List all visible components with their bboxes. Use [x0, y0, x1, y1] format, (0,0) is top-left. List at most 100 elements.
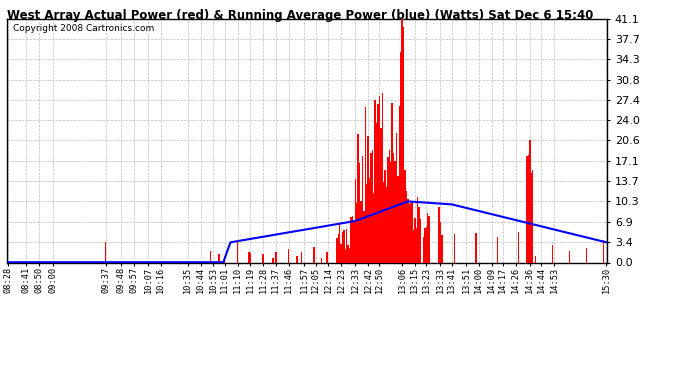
Bar: [390, 162, 391, 262]
Bar: [297, 256, 298, 262]
Bar: [388, 150, 390, 262]
Bar: [386, 186, 387, 262]
Bar: [424, 228, 426, 262]
Bar: [326, 252, 328, 262]
Bar: [404, 170, 406, 262]
Bar: [372, 150, 373, 262]
Bar: [413, 230, 414, 262]
Bar: [603, 240, 604, 262]
Bar: [375, 100, 376, 262]
Bar: [552, 245, 553, 262]
Bar: [399, 106, 400, 262]
Bar: [531, 172, 532, 262]
Bar: [376, 123, 377, 262]
Bar: [411, 201, 413, 262]
Bar: [273, 258, 274, 262]
Bar: [428, 216, 430, 262]
Bar: [336, 238, 337, 262]
Bar: [364, 107, 366, 262]
Bar: [218, 254, 220, 262]
Bar: [359, 163, 360, 262]
Bar: [586, 248, 587, 262]
Bar: [349, 248, 351, 262]
Bar: [518, 232, 519, 262]
Bar: [384, 170, 386, 262]
Bar: [403, 27, 404, 262]
Bar: [406, 191, 407, 262]
Bar: [423, 237, 424, 262]
Bar: [440, 222, 441, 262]
Bar: [414, 218, 415, 262]
Bar: [475, 232, 477, 262]
Bar: [526, 156, 528, 262]
Bar: [408, 204, 410, 262]
Bar: [391, 103, 393, 262]
Bar: [337, 234, 339, 262]
Bar: [357, 134, 359, 262]
Bar: [377, 104, 379, 262]
Bar: [380, 128, 382, 262]
Bar: [528, 155, 529, 262]
Bar: [248, 252, 250, 262]
Bar: [301, 252, 302, 262]
Bar: [105, 242, 106, 262]
Bar: [383, 182, 384, 262]
Bar: [497, 237, 498, 262]
Bar: [394, 161, 396, 262]
Bar: [407, 199, 408, 262]
Bar: [367, 136, 368, 262]
Bar: [250, 254, 251, 262]
Bar: [366, 184, 367, 262]
Bar: [346, 229, 348, 262]
Bar: [363, 211, 364, 262]
Bar: [356, 204, 357, 262]
Bar: [373, 193, 375, 262]
Bar: [348, 244, 349, 262]
Bar: [426, 227, 427, 262]
Bar: [402, 19, 403, 262]
Bar: [339, 223, 340, 262]
Bar: [313, 248, 315, 262]
Bar: [345, 249, 346, 262]
Bar: [415, 228, 417, 262]
Text: West Array Actual Power (red) & Running Average Power (blue) (Watts) Sat Dec 6 1: West Array Actual Power (red) & Running …: [7, 9, 593, 22]
Bar: [427, 213, 428, 262]
Bar: [438, 207, 440, 262]
Bar: [454, 234, 455, 262]
Bar: [417, 197, 418, 262]
Bar: [379, 96, 380, 262]
Bar: [535, 256, 536, 262]
Bar: [237, 242, 238, 262]
Bar: [343, 230, 345, 262]
Bar: [321, 258, 322, 262]
Bar: [371, 153, 372, 262]
Bar: [441, 234, 442, 262]
Bar: [382, 93, 383, 262]
Text: Copyright 2008 Cartronics.com: Copyright 2008 Cartronics.com: [13, 24, 154, 33]
Bar: [393, 153, 394, 262]
Bar: [352, 216, 353, 262]
Bar: [351, 217, 352, 262]
Bar: [275, 252, 277, 262]
Bar: [532, 170, 533, 262]
Bar: [410, 202, 411, 262]
Bar: [420, 219, 422, 262]
Bar: [224, 256, 226, 262]
Bar: [569, 251, 571, 262]
Bar: [396, 134, 397, 262]
Bar: [210, 251, 211, 262]
Bar: [418, 207, 420, 262]
Bar: [288, 249, 289, 262]
Bar: [362, 156, 363, 262]
Bar: [340, 243, 342, 262]
Bar: [397, 176, 399, 262]
Bar: [262, 254, 264, 262]
Bar: [353, 222, 355, 262]
Bar: [355, 179, 356, 262]
Bar: [360, 201, 362, 262]
Bar: [342, 232, 343, 262]
Bar: [387, 157, 388, 262]
Bar: [368, 178, 371, 262]
Bar: [529, 140, 531, 262]
Bar: [400, 52, 402, 262]
